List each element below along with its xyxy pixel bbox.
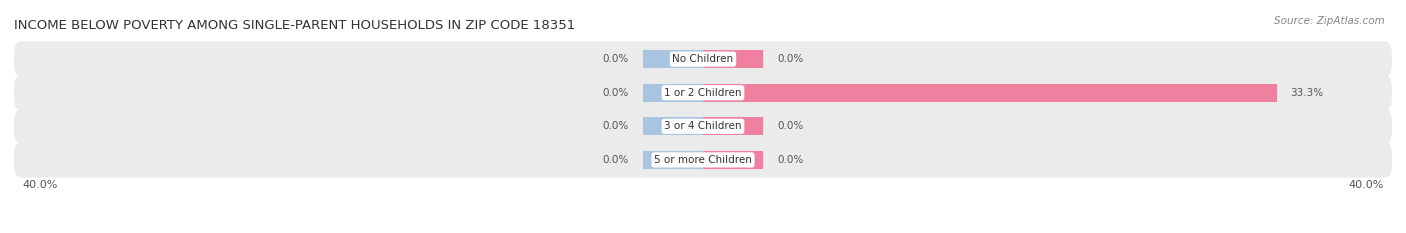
Bar [643, 50, 703, 68]
Text: 0.0%: 0.0% [778, 155, 803, 165]
Bar [643, 84, 703, 102]
Text: 40.0%: 40.0% [22, 180, 58, 190]
FancyBboxPatch shape [14, 142, 1392, 178]
Text: 33.3%: 33.3% [1291, 88, 1323, 98]
Bar [643, 151, 703, 169]
FancyBboxPatch shape [14, 75, 1392, 110]
Text: 0.0%: 0.0% [603, 121, 628, 131]
Bar [703, 84, 1277, 102]
Text: No Children: No Children [672, 54, 734, 64]
Text: 0.0%: 0.0% [603, 155, 628, 165]
Text: 0.0%: 0.0% [603, 54, 628, 64]
Text: 40.0%: 40.0% [1348, 180, 1384, 190]
Text: 0.0%: 0.0% [778, 54, 803, 64]
FancyBboxPatch shape [14, 109, 1392, 144]
Text: 1 or 2 Children: 1 or 2 Children [664, 88, 742, 98]
FancyBboxPatch shape [14, 41, 1392, 77]
Bar [703, 151, 763, 169]
Text: 0.0%: 0.0% [603, 88, 628, 98]
Text: INCOME BELOW POVERTY AMONG SINGLE-PARENT HOUSEHOLDS IN ZIP CODE 18351: INCOME BELOW POVERTY AMONG SINGLE-PARENT… [14, 19, 575, 32]
Text: Source: ZipAtlas.com: Source: ZipAtlas.com [1274, 16, 1385, 26]
Text: 5 or more Children: 5 or more Children [654, 155, 752, 165]
Text: 3 or 4 Children: 3 or 4 Children [664, 121, 742, 131]
Legend: Single Father, Single Mother: Single Father, Single Mother [596, 232, 810, 233]
Text: 0.0%: 0.0% [778, 121, 803, 131]
Bar [703, 50, 763, 68]
Bar [703, 117, 763, 135]
Bar [643, 117, 703, 135]
